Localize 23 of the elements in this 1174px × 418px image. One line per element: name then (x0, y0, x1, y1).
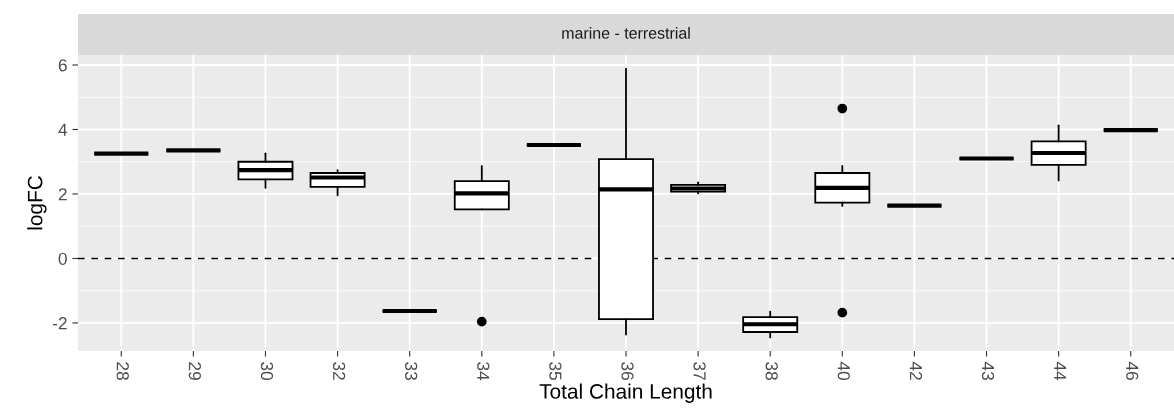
x-axis-title: Total Chain Length (539, 383, 712, 403)
x-tick-label: 36 (621, 362, 634, 380)
x-tick-label: 34 (477, 362, 490, 381)
x-tick-label: 33 (405, 362, 418, 380)
y-tick-label: 6 (58, 59, 67, 72)
y-axis-title: logFC (27, 176, 47, 230)
x-tick-label: 35 (549, 362, 562, 380)
x-tick-label: 43 (981, 361, 995, 380)
x-tick-label: 38 (765, 362, 778, 380)
x-tick-label: 30 (260, 362, 274, 381)
y-tick-label: -2 (52, 317, 67, 330)
y-tick-label: 0 (58, 252, 67, 265)
x-tick-label: 29 (188, 362, 201, 380)
x-tick-label: 32 (332, 362, 346, 380)
x-tick-label: 44 (1054, 361, 1067, 381)
x-tick-label: 37 (693, 362, 706, 380)
x-tick-label: 46 (1126, 361, 1139, 380)
x-tick-label: 28 (116, 362, 129, 380)
y-tick-label: 4 (58, 123, 68, 136)
chart-title: marine - terrestrial (562, 27, 690, 39)
y-tick-label: 2 (58, 188, 67, 201)
x-tick-label: 42 (909, 361, 923, 380)
x-tick-label: 40 (837, 361, 850, 381)
